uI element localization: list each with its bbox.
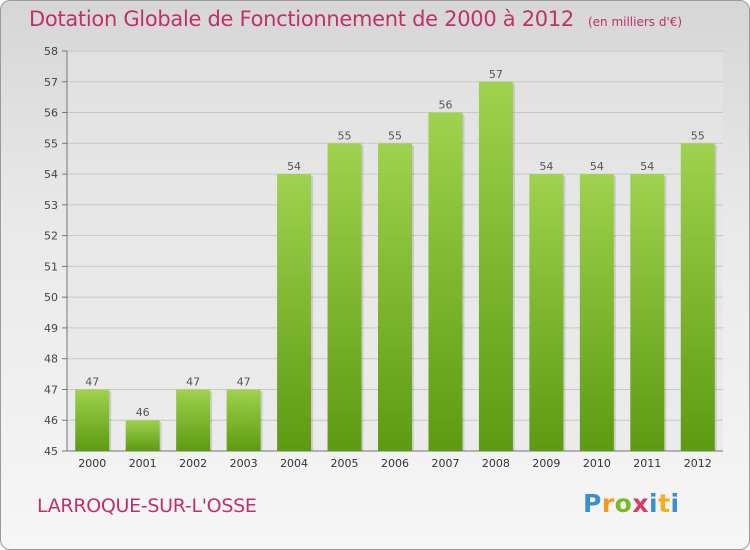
bar-value-label: 54 <box>539 160 553 173</box>
bar <box>428 112 463 452</box>
chart-title-text: Dotation Globale de Fonctionnement de 20… <box>29 7 574 31</box>
y-tick-label: 55 <box>44 137 58 150</box>
y-tick-label: 56 <box>44 107 58 120</box>
y-tick-label: 58 <box>44 45 58 58</box>
y-tick-label: 53 <box>44 199 58 212</box>
x-tick-label: 2012 <box>684 457 712 470</box>
bar-value-label: 55 <box>691 129 705 142</box>
bar <box>478 81 513 452</box>
bar <box>277 174 312 452</box>
bar <box>630 174 665 452</box>
bar <box>327 143 362 452</box>
y-tick-label: 57 <box>44 76 58 89</box>
y-tick-label: 48 <box>44 353 58 366</box>
bar <box>378 143 412 452</box>
chart-title: Dotation Globale de Fonctionnement de 20… <box>29 7 682 31</box>
bar <box>529 174 564 452</box>
y-tick-label: 52 <box>44 230 58 243</box>
y-tick-label: 45 <box>44 445 58 458</box>
x-tick-label: 2001 <box>129 457 157 470</box>
proxiti-logo: Proxiti <box>583 489 680 518</box>
bar-value-label: 47 <box>237 375 251 388</box>
y-tick-label: 49 <box>44 322 58 335</box>
bar-value-label: 55 <box>388 129 402 142</box>
bar-value-label: 47 <box>85 375 99 388</box>
x-tick-label: 2011 <box>633 457 661 470</box>
y-tick-label: 46 <box>44 414 58 427</box>
bar-value-label: 56 <box>438 99 452 112</box>
bar <box>176 389 211 451</box>
x-tick-label: 2010 <box>583 457 611 470</box>
x-tick-label: 2006 <box>381 457 409 470</box>
x-tick-label: 2004 <box>280 457 308 470</box>
bar-value-label: 54 <box>287 160 301 173</box>
bar <box>680 143 715 452</box>
y-tick-label: 54 <box>44 168 58 181</box>
bar <box>226 389 261 451</box>
bar-value-label: 54 <box>590 160 604 173</box>
bar <box>125 420 160 451</box>
y-tick-label: 47 <box>44 383 58 396</box>
bar-value-label: 46 <box>136 406 150 419</box>
x-tick-label: 2009 <box>532 457 560 470</box>
x-tick-label: 2003 <box>230 457 258 470</box>
x-tick-label: 2005 <box>331 457 359 470</box>
y-tick-label: 51 <box>44 260 58 273</box>
bar-value-label: 55 <box>338 129 352 142</box>
bar <box>75 389 110 451</box>
bar-value-label: 57 <box>489 68 503 81</box>
bar <box>579 174 614 452</box>
chart-unit: (en milliers d'€) <box>587 15 683 29</box>
x-tick-label: 2000 <box>78 457 106 470</box>
y-tick-label: 50 <box>44 291 58 304</box>
x-tick-label: 2002 <box>179 457 207 470</box>
commune-name: LARROQUE-SUR-L'OSSE <box>37 495 257 517</box>
x-tick-label: 2008 <box>482 457 510 470</box>
bar-value-label: 54 <box>640 160 654 173</box>
x-tick-label: 2007 <box>431 457 459 470</box>
bar-value-label: 47 <box>186 375 200 388</box>
